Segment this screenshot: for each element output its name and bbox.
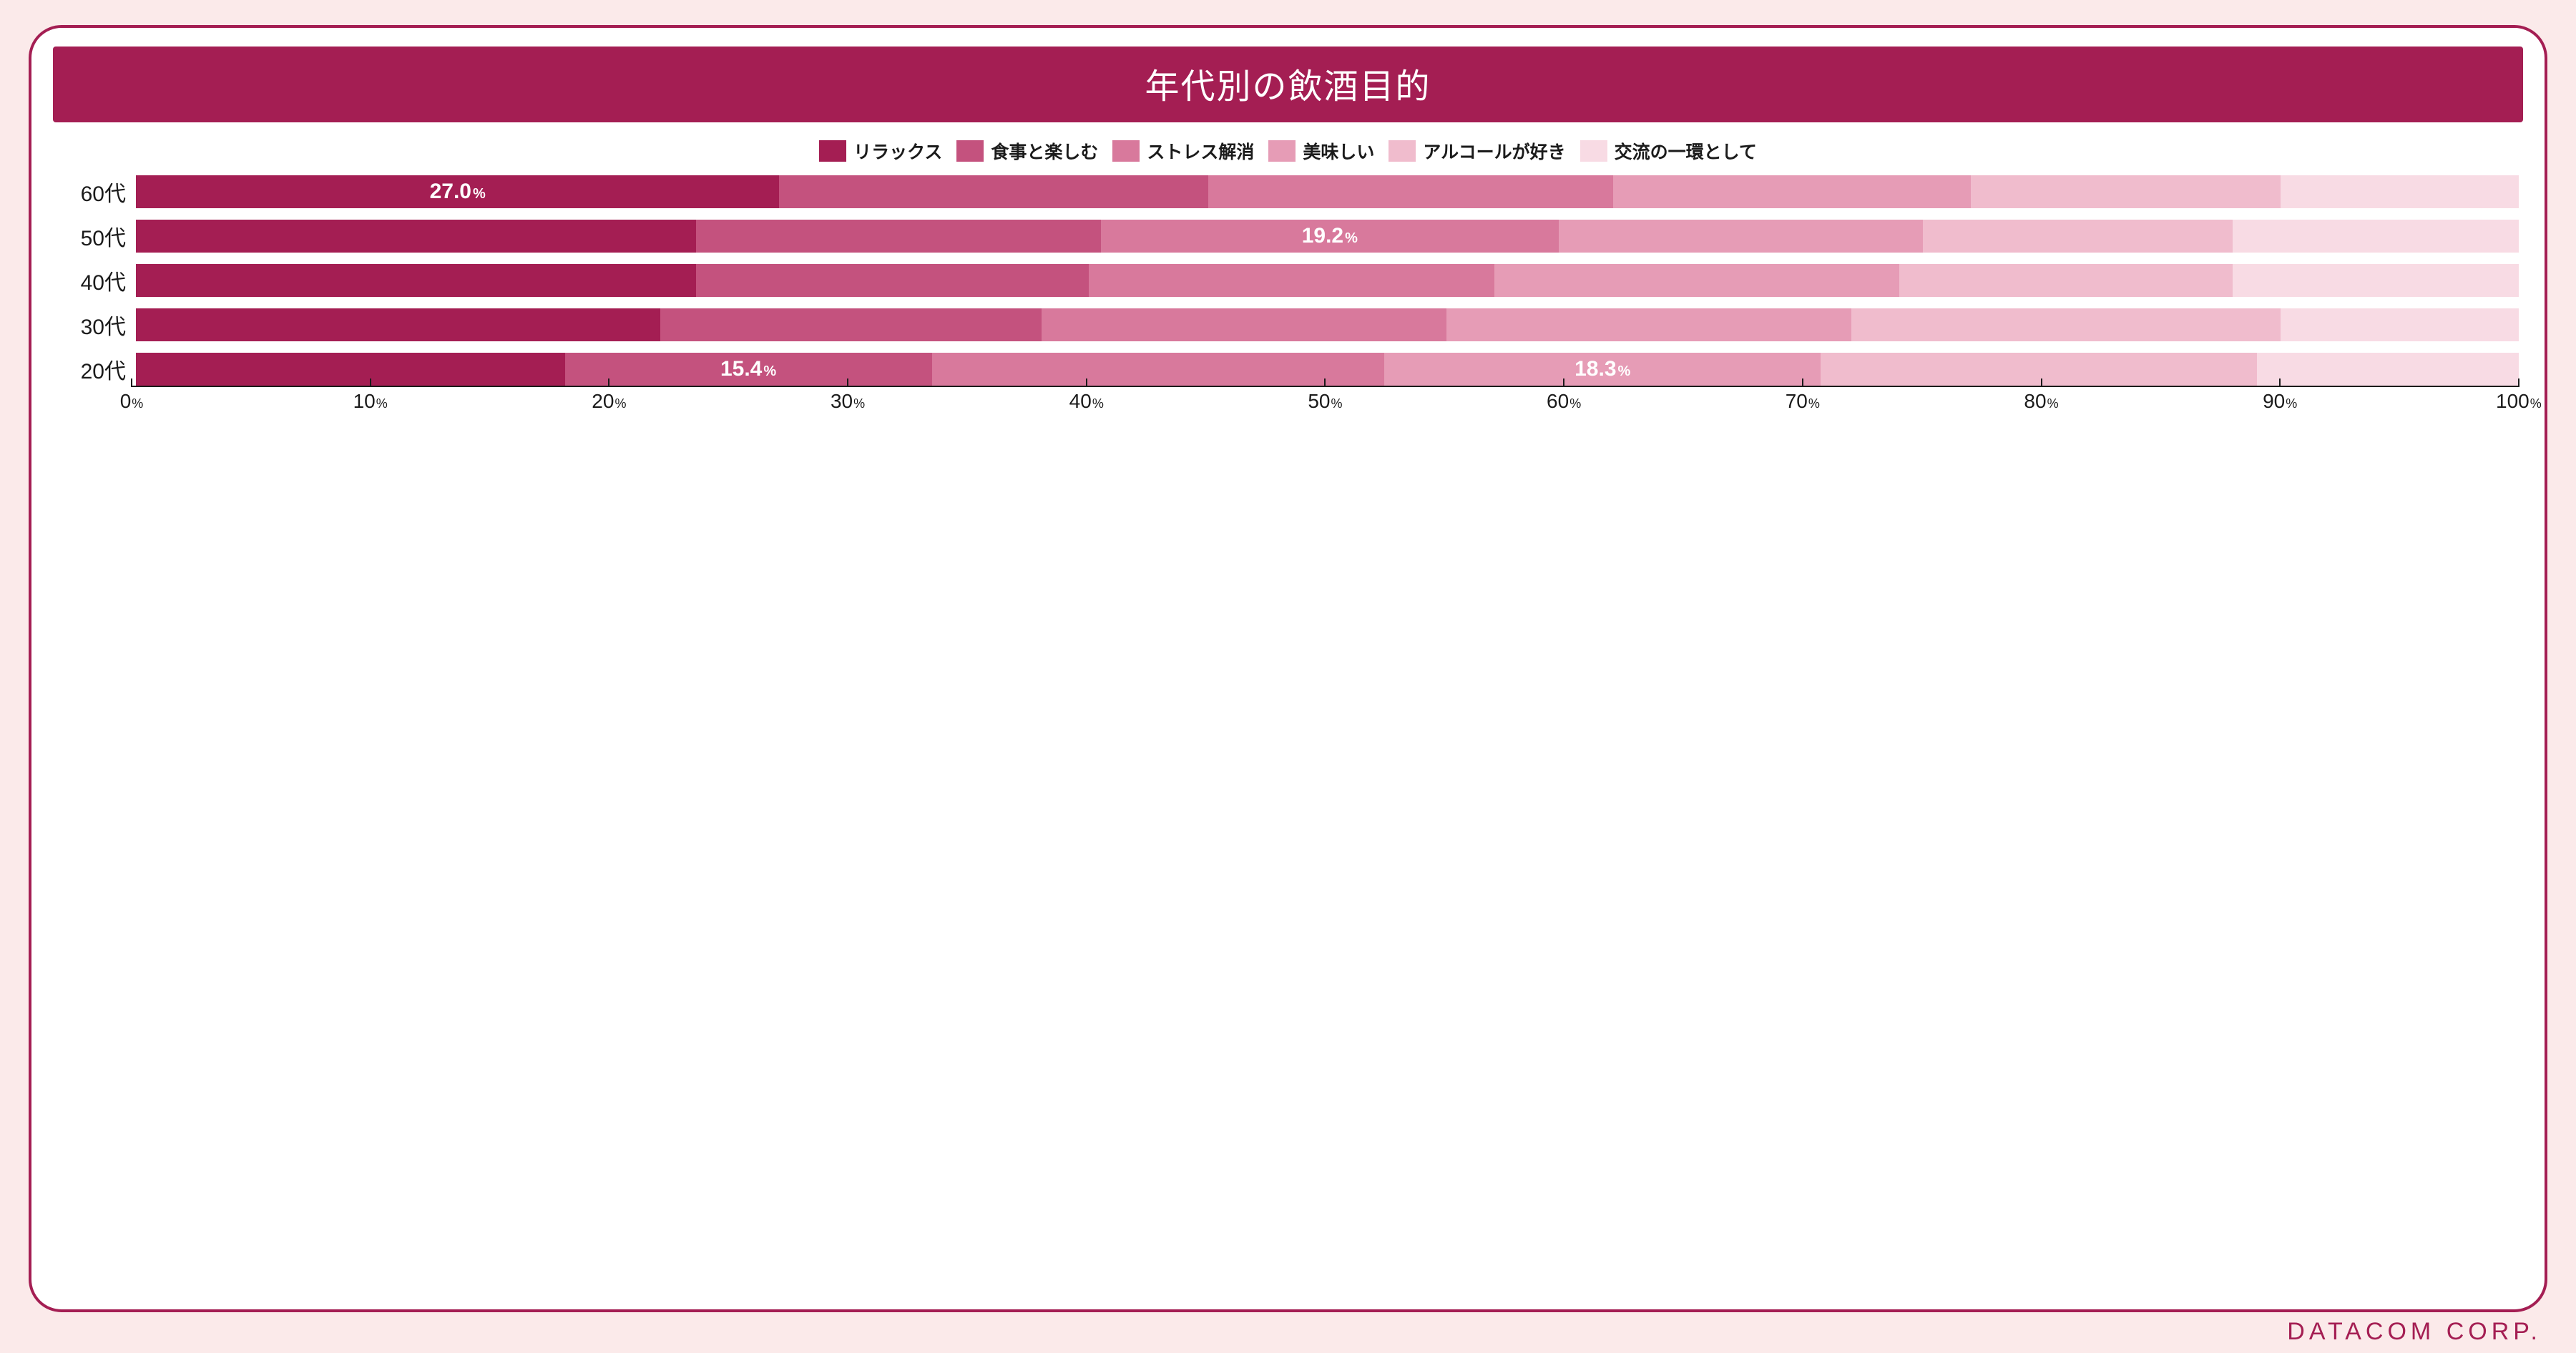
bar-segment: 27.0% [136, 175, 779, 208]
axis-ticks: 0%10%20%30%40%50%60%70%80%90%100% [132, 386, 2519, 413]
chart-row: 40代 [57, 264, 2519, 297]
chart-row: 30代 [57, 308, 2519, 341]
bar-segment [696, 264, 1089, 297]
bar-segment [1089, 264, 1494, 297]
footer: DATACOM CORP. [29, 1312, 2547, 1346]
row-label: 30代 [57, 309, 126, 341]
bar-segment [1851, 308, 2281, 341]
tick-mark [608, 378, 609, 387]
tick-mark [370, 378, 371, 387]
tick-label: 50% [1308, 390, 1342, 413]
bar-segment [1613, 175, 1971, 208]
legend-label: アルコールが好き [1423, 138, 1565, 164]
stacked-bar: 27.0% [136, 175, 2519, 208]
tick-mark [1563, 378, 1564, 387]
bar-segment [1208, 175, 1613, 208]
tick-label: 90% [2263, 390, 2297, 413]
bar-segment [660, 308, 1042, 341]
row-label: 60代 [57, 176, 126, 207]
stacked-bar [136, 264, 2519, 297]
legend-item: リラックス [819, 138, 942, 164]
bar-segment [2233, 220, 2519, 253]
tick-label: 40% [1069, 390, 1104, 413]
legend-label: 食事と楽しむ [991, 138, 1098, 164]
tick-label: 70% [1786, 390, 1820, 413]
stacked-bar [136, 308, 2519, 341]
bar-segment [1899, 264, 2233, 297]
row-label: 50代 [57, 220, 126, 252]
bar-segment [2281, 308, 2519, 341]
row-label: 20代 [57, 353, 126, 385]
segment-value-label: 15.4% [720, 357, 776, 381]
bar-segment [932, 353, 1385, 386]
bar-segment [1494, 264, 1899, 297]
legend-swatch [1268, 140, 1296, 162]
row-label: 40代 [57, 265, 126, 296]
tick-mark [2518, 378, 2519, 387]
legend-item: 食事と楽しむ [956, 138, 1098, 164]
bar-segment [136, 353, 565, 386]
legend-label: リラックス [853, 138, 942, 164]
bar-segment [696, 220, 1101, 253]
legend-swatch [1389, 140, 1416, 162]
bar-segment [2233, 264, 2519, 297]
legend-swatch [1580, 140, 1607, 162]
bar-segment [1559, 220, 1924, 253]
legend: リラックス 食事と楽しむ ストレス解消 美味しい アルコールが好き 交流の一環として [53, 122, 2523, 172]
footer-brand: DATACOM CORP. [2287, 1318, 2542, 1345]
legend-item: ストレス解消 [1112, 138, 1254, 164]
legend-label: 交流の一環として [1615, 138, 1757, 164]
tick-label: 30% [831, 390, 865, 413]
bar-segment [1042, 308, 1446, 341]
legend-swatch [819, 140, 846, 162]
bar-segment [1971, 175, 2281, 208]
stacked-bar: 19.2% [136, 220, 2519, 253]
tick-mark [847, 378, 848, 387]
bar-segment [136, 308, 660, 341]
tick-mark [1324, 378, 1326, 387]
legend-swatch [1112, 140, 1140, 162]
x-axis: 0%10%20%30%40%50%60%70%80%90%100% [132, 386, 2519, 413]
tick-mark [1086, 378, 1087, 387]
tick-mark [1802, 378, 1803, 387]
tick-mark [131, 378, 132, 387]
legend-label: ストレス解消 [1147, 138, 1254, 164]
tick-label: 10% [353, 390, 388, 413]
bar-segment [136, 220, 696, 253]
legend-item: アルコールが好き [1389, 138, 1565, 164]
chart-card: 年代別の飲酒目的 リラックス 食事と楽しむ ストレス解消 美味しい アルコールが好き 交流… [29, 25, 2547, 1312]
tick-label: 20% [592, 390, 626, 413]
bar-segment: 15.4% [565, 353, 932, 386]
bar-segment: 19.2% [1101, 220, 1559, 253]
segment-value-label: 19.2% [1302, 224, 1358, 248]
stacked-bar: 15.4% 18.3% [136, 353, 2519, 386]
bar-segment: 18.3% [1384, 353, 1821, 386]
bar-segment [2281, 175, 2519, 208]
bar-segment [1821, 353, 2257, 386]
tick-mark [2279, 378, 2281, 387]
bar-segment [136, 264, 696, 297]
legend-item: 交流の一環として [1580, 138, 1757, 164]
tick-mark [2041, 378, 2042, 387]
bar-segment [2257, 353, 2519, 386]
chart-body: 60代 27.0% 50代 19.2% 40代 30代 20代 15.4% 18.3% [53, 172, 2523, 386]
legend-item: 美味しい [1268, 138, 1374, 164]
bar-segment [1923, 220, 2233, 253]
legend-swatch [956, 140, 984, 162]
bar-segment [1446, 308, 1851, 341]
tick-label: 100% [2496, 390, 2542, 413]
title-bar: 年代別の飲酒目的 [53, 47, 2523, 122]
chart-row: 50代 19.2% [57, 220, 2519, 253]
tick-label: 60% [1547, 390, 1581, 413]
chart-row: 60代 27.0% [57, 175, 2519, 208]
chart-title: 年代別の飲酒目的 [53, 58, 2523, 108]
tick-label: 0% [120, 390, 144, 413]
segment-value-label: 18.3% [1575, 357, 1630, 381]
chart-row: 20代 15.4% 18.3% [57, 353, 2519, 386]
tick-label: 80% [2024, 390, 2058, 413]
legend-label: 美味しい [1303, 138, 1374, 164]
bar-segment [779, 175, 1208, 208]
segment-value-label: 27.0% [430, 180, 486, 204]
